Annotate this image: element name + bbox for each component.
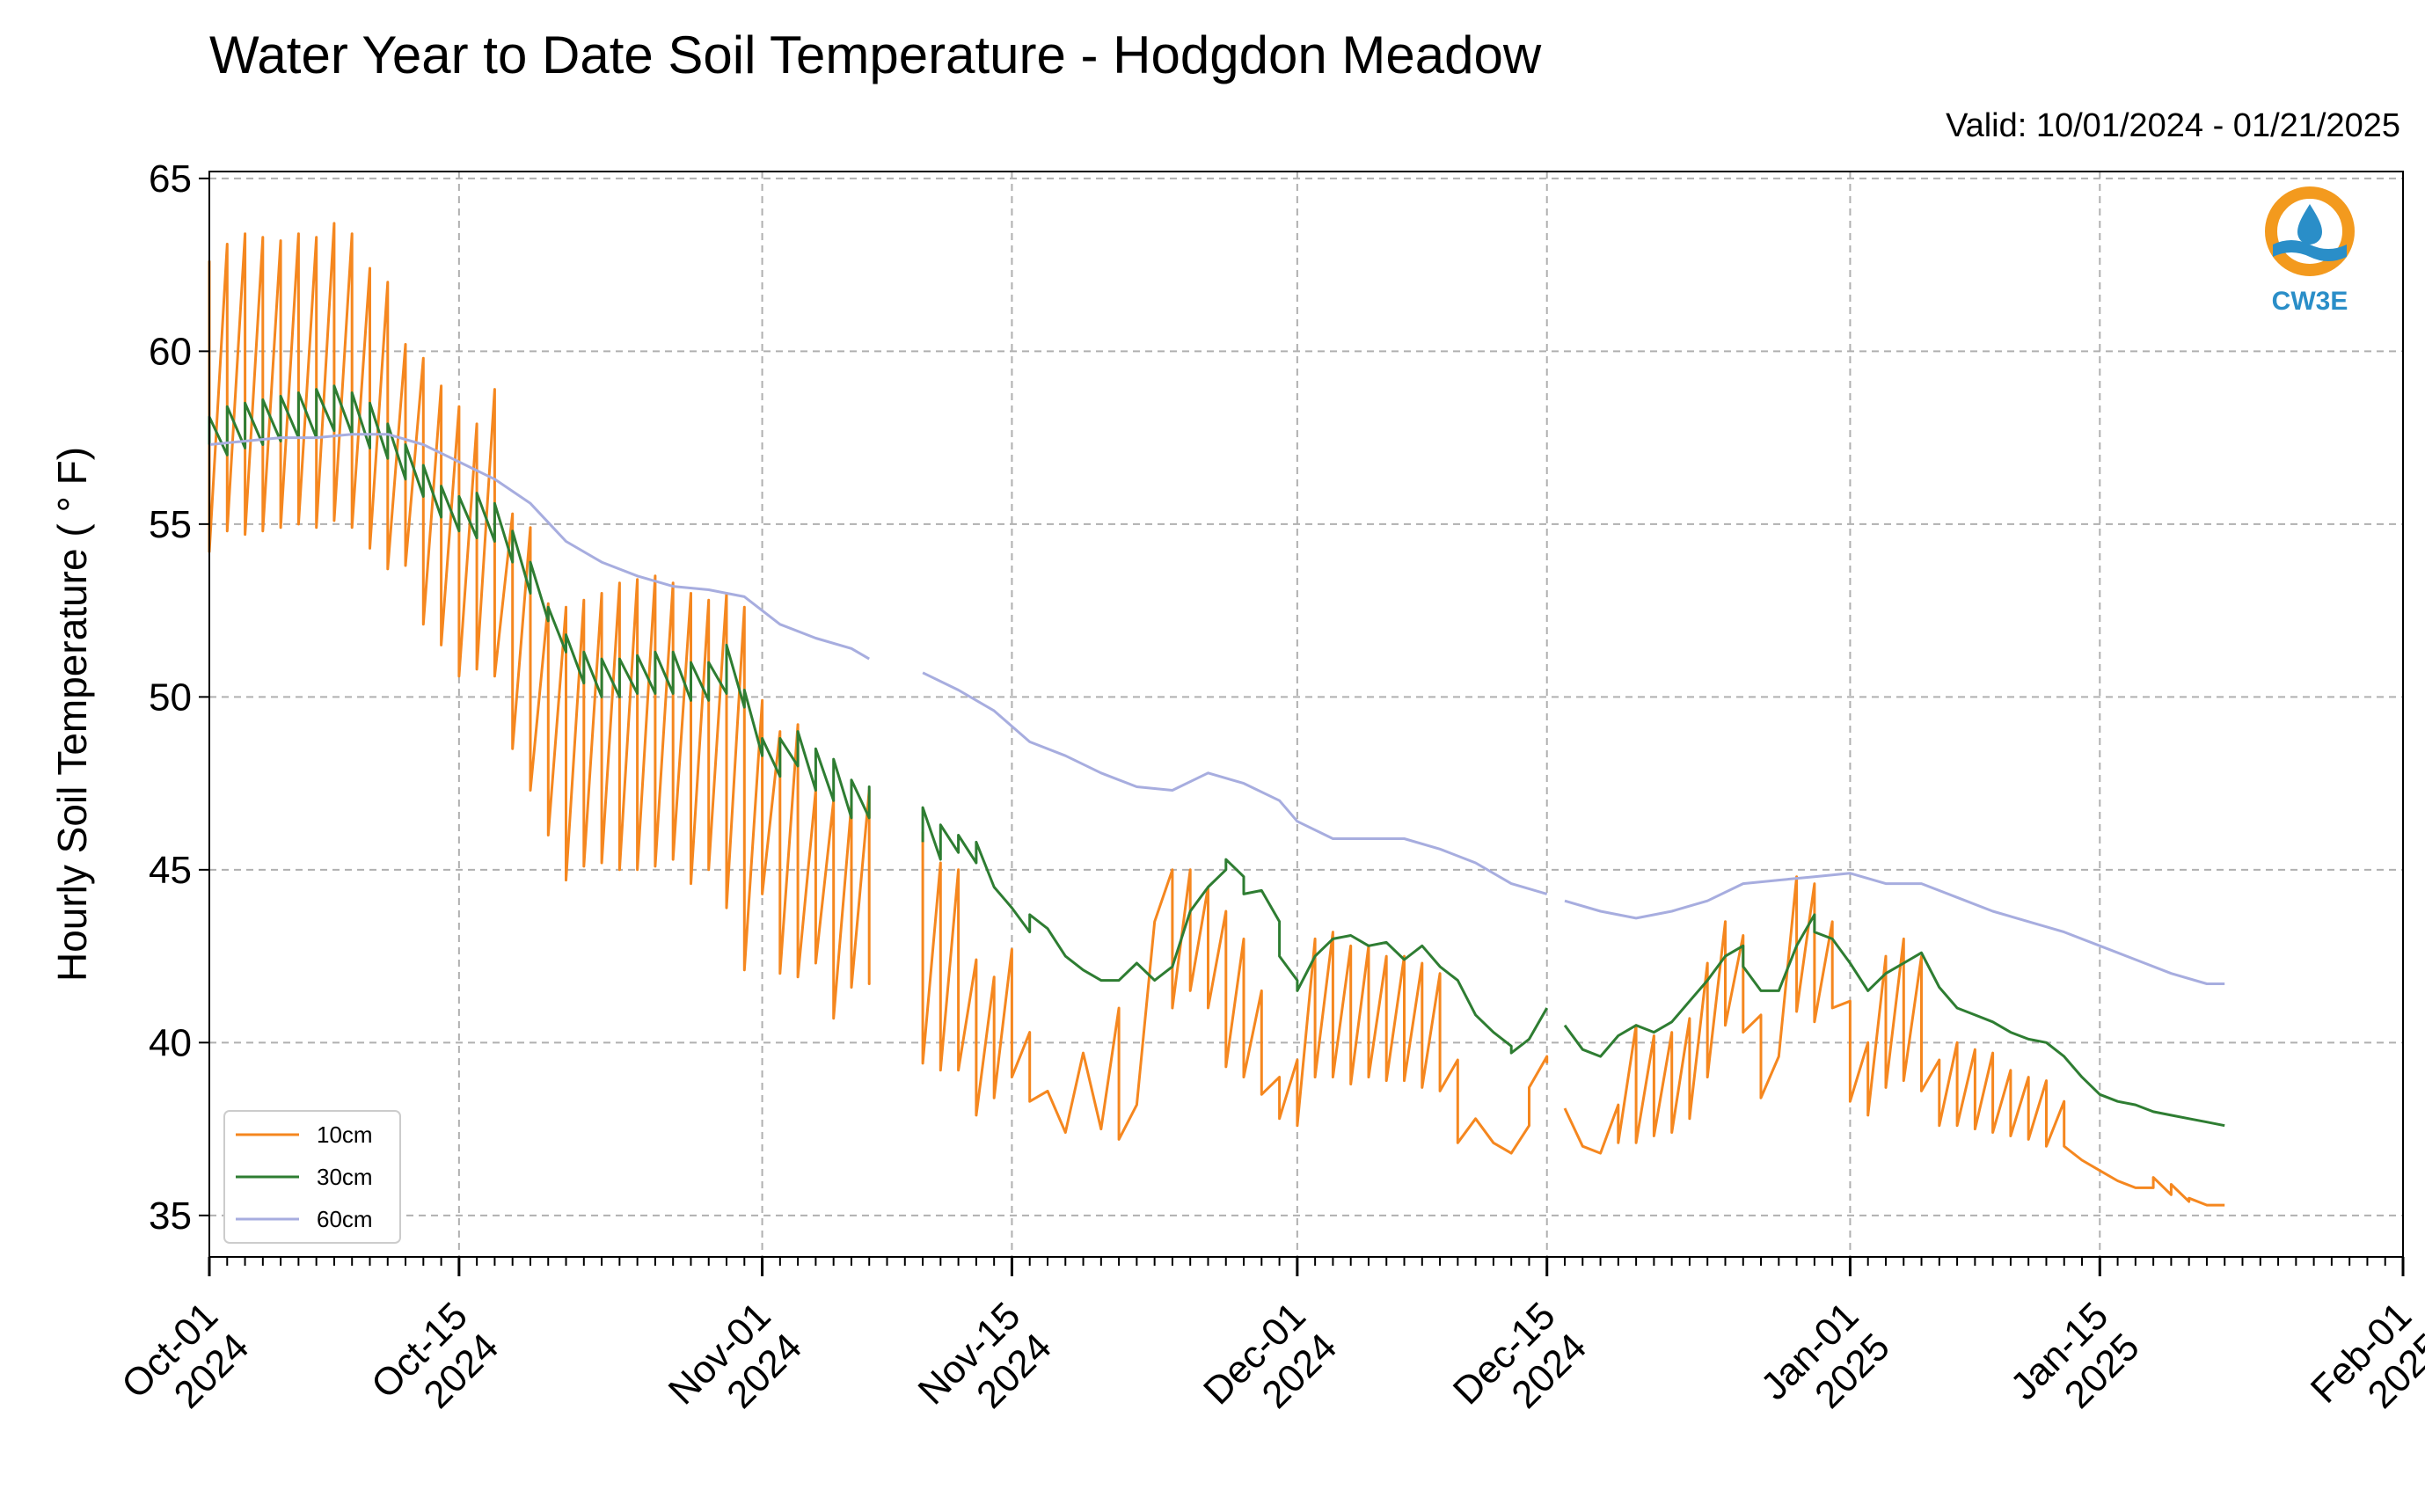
series-line-10cm [208, 222, 2225, 1207]
x-tick-label: Jan-012025 [1753, 1294, 1898, 1439]
y-tick-label: 60 [149, 330, 192, 373]
x-tick-label: Nov-012024 [661, 1294, 810, 1443]
y-axis-label: Hourly Soil Temperature ( ° F) [49, 447, 95, 982]
y-tick-label: 55 [149, 503, 192, 546]
x-tick-label: Oct-152024 [363, 1294, 507, 1437]
y-tick-label: 50 [149, 676, 192, 719]
y-tick-label: 40 [149, 1021, 192, 1064]
logo-drop-icon [2297, 204, 2322, 245]
legend-label: 30cm [317, 1164, 373, 1190]
x-tick-label: Feb-012025 [2303, 1294, 2425, 1443]
y-tick-label: 65 [149, 157, 192, 201]
x-tick-label: Oct-012024 [113, 1294, 257, 1437]
logo-wave-icon [2273, 240, 2347, 261]
x-tick-label: Dec-152024 [1445, 1294, 1595, 1443]
logo-ring-icon [2265, 186, 2355, 276]
axes [208, 171, 2404, 1258]
x-tick-label: Nov-152024 [910, 1294, 1060, 1443]
legend: 10cm 30cm 60cm [223, 1110, 401, 1244]
x-axis-ticks: Oct-012024 Oct-152024 Nov-012024 Nov-152024… [113, 1257, 2425, 1443]
y-axis-ticks: 35 40 45 50 55 60 65 [149, 157, 209, 1238]
logo-text: CW3E [2272, 287, 2348, 316]
series-lines [208, 222, 2225, 1207]
series-line-60cm [208, 433, 2225, 985]
series-line-30cm [208, 384, 2225, 1128]
plot-frame [208, 171, 2404, 1258]
cw3e-logo: CW3E [2265, 186, 2355, 316]
legend-label: 60cm [317, 1206, 373, 1232]
legend-box [223, 1110, 401, 1244]
legend-label: 10cm [317, 1121, 373, 1148]
y-tick-label: 45 [149, 849, 192, 892]
chart-title: Water Year to Date Soil Temperature - Ho… [209, 26, 1542, 84]
y-tick-label: 35 [149, 1194, 192, 1238]
x-tick-label: Dec-012024 [1195, 1294, 1345, 1443]
x-tick-label: Jan-152025 [2003, 1294, 2148, 1439]
chart-subtitle: Valid: 10/01/2024 - 01/21/2025 [1946, 107, 2400, 144]
